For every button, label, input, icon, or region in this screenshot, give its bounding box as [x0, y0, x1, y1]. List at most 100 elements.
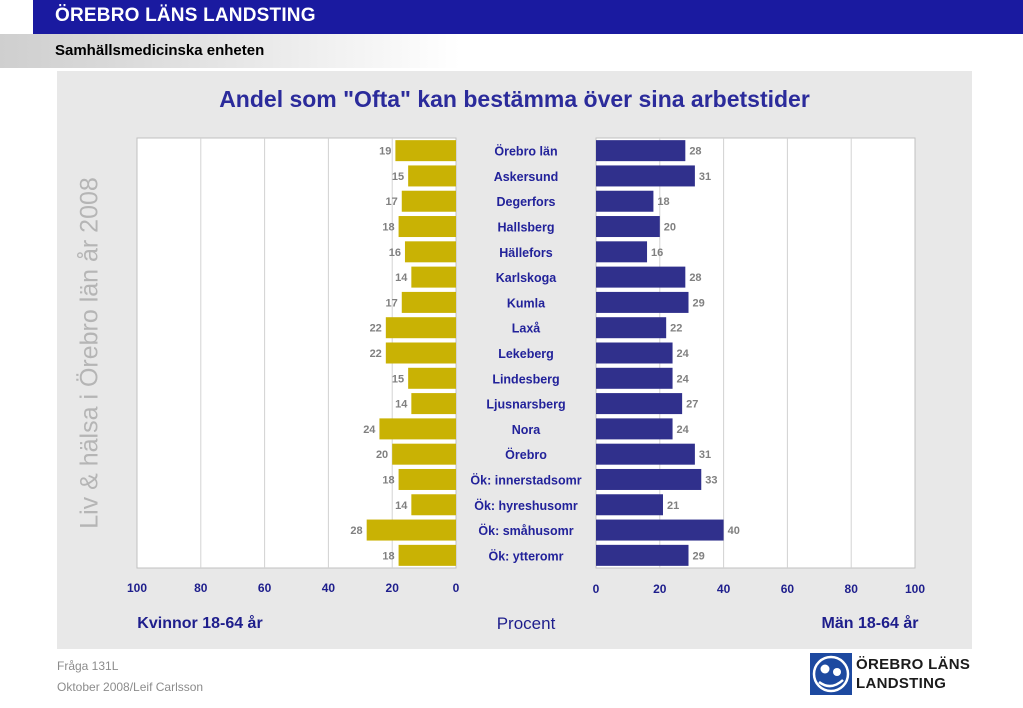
- left-tick-label: 40: [322, 581, 336, 595]
- women-value-label: 16: [389, 247, 401, 259]
- men-bar: [596, 216, 660, 238]
- right-tick-label: 20: [653, 582, 667, 596]
- left-tick-label: 100: [127, 581, 147, 595]
- category-label: Örebro län: [494, 144, 557, 159]
- women-bar: [398, 468, 456, 490]
- women-value-label: 20: [376, 449, 388, 461]
- category-label: Askersund: [494, 170, 559, 184]
- right-tick-label: 100: [905, 582, 925, 596]
- logo-text-line2: LANDSTING: [856, 675, 947, 692]
- subheader-bar: [0, 34, 1023, 68]
- men-series-label: Män 18-64 år: [822, 614, 919, 632]
- category-label: Laxå: [512, 322, 541, 336]
- women-value-label: 24: [363, 424, 376, 436]
- women-bar: [411, 266, 456, 288]
- women-value-label: 19: [379, 146, 391, 158]
- women-value-label: 17: [386, 297, 398, 309]
- men-value-label: 27: [686, 399, 698, 411]
- footer-question: Fråga 131L: [57, 659, 119, 673]
- left-tick-label: 60: [258, 581, 272, 595]
- women-value-label: 18: [382, 222, 394, 234]
- women-value-label: 22: [370, 348, 382, 360]
- right-tick-label: 80: [845, 582, 859, 596]
- men-bar: [596, 468, 702, 490]
- women-bar: [398, 216, 456, 238]
- logo-emblem: [810, 653, 852, 695]
- category-label: Lindesberg: [492, 372, 559, 386]
- women-value-label: 17: [386, 196, 398, 208]
- men-bar: [596, 190, 654, 212]
- men-value-label: 31: [699, 171, 711, 183]
- unit-name: Samhällsmedicinska enheten: [55, 42, 265, 59]
- men-value-label: 24: [677, 348, 690, 360]
- women-bar: [392, 443, 456, 465]
- category-label: Hallsberg: [498, 221, 555, 235]
- category-label: Lekeberg: [498, 347, 554, 361]
- men-value-label: 28: [689, 272, 701, 284]
- men-bar: [596, 241, 648, 263]
- women-value-label: 18: [382, 474, 394, 486]
- women-bar: [366, 519, 456, 541]
- women-value-label: 14: [395, 500, 408, 512]
- left-tick-label: 20: [386, 581, 400, 595]
- women-bar: [398, 544, 456, 566]
- landsting-logo: ÖREBRO LÄNS LANDSTING: [810, 653, 980, 697]
- men-bar: [596, 165, 695, 187]
- men-bar: [596, 443, 695, 465]
- women-bar: [411, 393, 456, 415]
- right-tick-label: 40: [717, 582, 731, 596]
- men-bar: [596, 342, 673, 364]
- women-value-label: 15: [392, 373, 404, 385]
- men-value-label: 20: [664, 222, 676, 234]
- men-bar: [596, 317, 667, 339]
- category-label: Nora: [512, 423, 542, 437]
- men-value-label: 31: [699, 449, 711, 461]
- men-bar: [596, 494, 663, 516]
- men-value-label: 16: [651, 247, 663, 259]
- men-bar: [596, 418, 673, 440]
- men-value-label: 33: [705, 474, 717, 486]
- women-series-label: Kvinnor 18-64 år: [137, 614, 262, 632]
- logo-text-line1: ÖREBRO LÄNS: [856, 656, 971, 673]
- men-bar: [596, 519, 724, 541]
- women-bar: [401, 190, 456, 212]
- x-axis-label: Procent: [497, 614, 556, 633]
- left-tick-label: 0: [453, 581, 460, 595]
- men-value-label: 29: [693, 550, 705, 562]
- organization-title: ÖREBRO LÄNS LANDSTING: [55, 5, 316, 26]
- right-tick-label: 0: [593, 582, 600, 596]
- men-bar: [596, 291, 689, 313]
- women-value-label: 28: [350, 525, 362, 537]
- header-blue-band: [33, 0, 1023, 34]
- men-bar: [596, 140, 686, 162]
- women-bar: [385, 317, 456, 339]
- men-bar: [596, 393, 683, 415]
- men-bar: [596, 266, 686, 288]
- men-value-label: 21: [667, 500, 679, 512]
- men-bar: [596, 367, 673, 389]
- category-label: Degerfors: [496, 195, 555, 209]
- women-bar: [385, 342, 456, 364]
- men-value-label: 28: [689, 146, 701, 158]
- women-bar: [411, 494, 456, 516]
- women-bar: [404, 241, 456, 263]
- category-label: Ök: ytteromr: [488, 548, 563, 563]
- women-value-label: 14: [395, 399, 408, 411]
- category-label: Kumla: [507, 296, 546, 310]
- footer-date-author: Oktober 2008/Leif Carlsson: [57, 680, 204, 694]
- women-bar: [408, 165, 456, 187]
- women-value-label: 14: [395, 272, 408, 284]
- logo-emblem-icon: [812, 655, 850, 693]
- category-label: Karlskoga: [496, 271, 557, 285]
- women-bar: [401, 291, 456, 313]
- left-tick-label: 80: [194, 581, 208, 595]
- category-label: Örebro: [505, 447, 547, 462]
- men-value-label: 24: [677, 424, 690, 436]
- men-value-label: 40: [728, 525, 740, 537]
- right-tick-label: 60: [781, 582, 795, 596]
- men-value-label: 29: [693, 297, 705, 309]
- women-value-label: 22: [370, 323, 382, 335]
- women-bar: [395, 140, 456, 162]
- category-label: Hällefors: [499, 246, 553, 260]
